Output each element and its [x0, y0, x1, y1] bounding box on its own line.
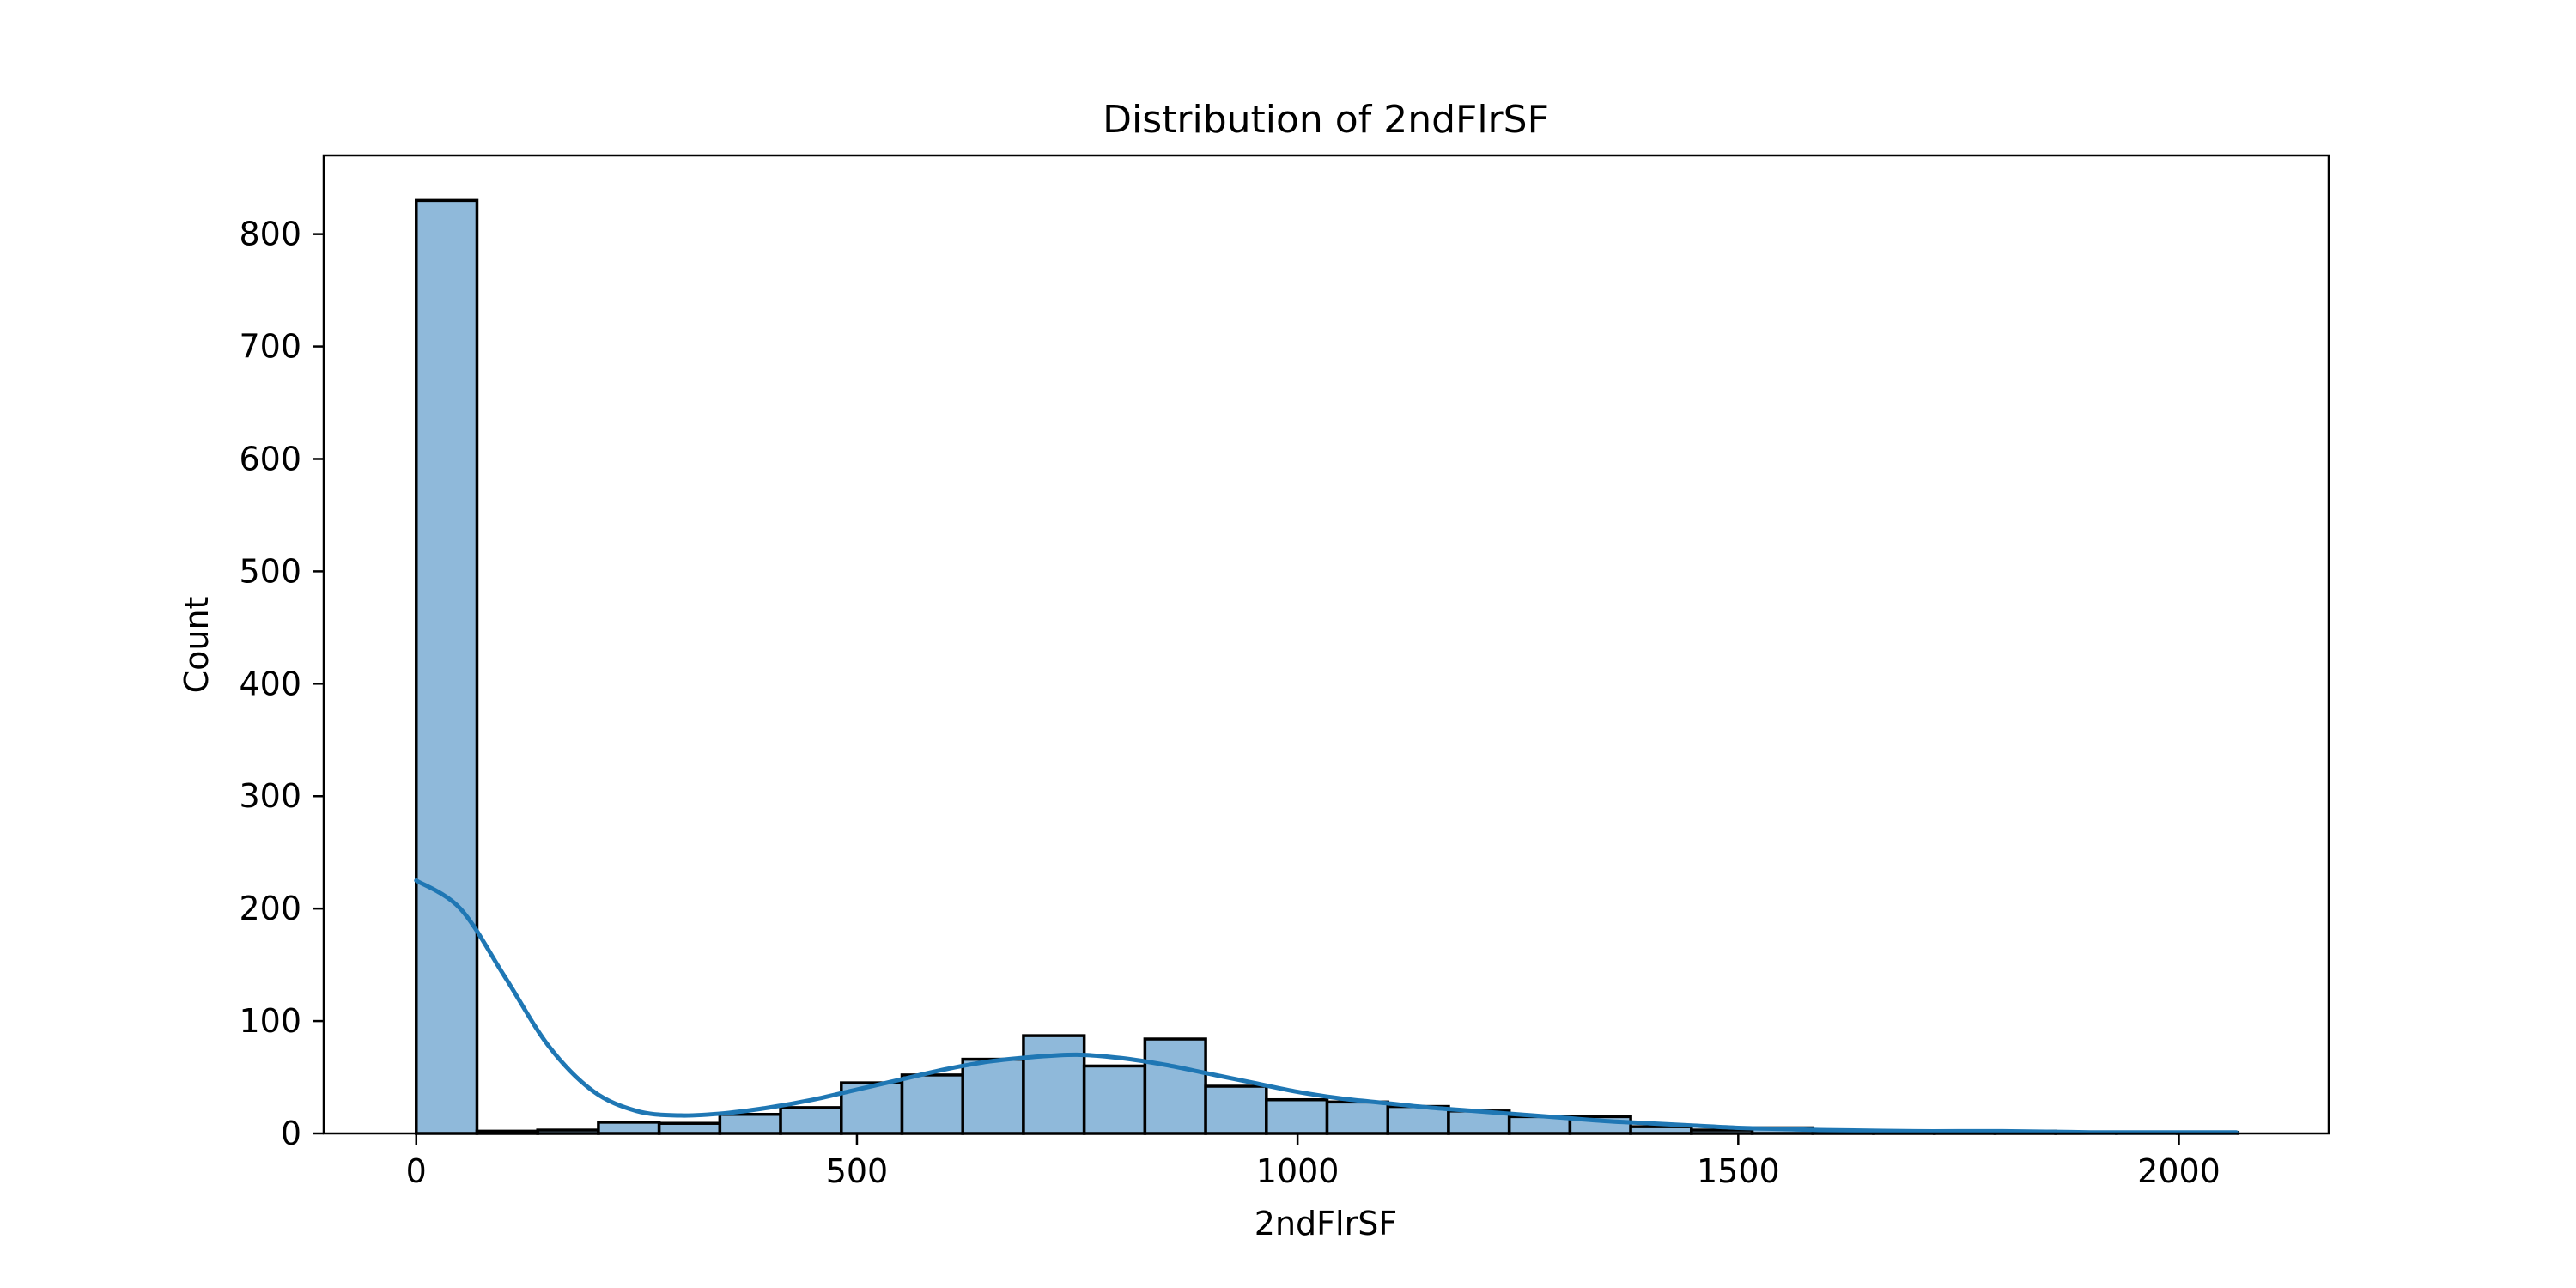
kde-curve: [414, 878, 2239, 1135]
y-tick-label: 600: [239, 440, 301, 477]
y-tick-label: 0: [281, 1115, 301, 1152]
y-tick-label: 100: [239, 1002, 301, 1040]
histogram-bar: [597, 1121, 661, 1135]
x-tick-label: 0: [406, 1152, 427, 1190]
histogram-bar: [900, 1073, 964, 1135]
y-tick-label: 800: [239, 216, 301, 253]
histogram-bar: [779, 1106, 843, 1135]
axes-frame: [322, 154, 2330, 1135]
histogram-bar: [718, 1112, 782, 1135]
histogram-bar: [1022, 1034, 1086, 1135]
histogram-bar: [415, 198, 479, 1135]
y-tick-label: 500: [239, 552, 301, 590]
y-tick-label: 200: [239, 890, 301, 927]
histogram-bar: [1082, 1064, 1147, 1135]
chart-title: Distribution of 2ndFlrSF: [1103, 98, 1549, 142]
y-tick-label: 400: [239, 665, 301, 702]
y-tick-label: 300: [239, 777, 301, 815]
histogram-bar: [1265, 1097, 1329, 1135]
y-axis-label: Count: [178, 597, 216, 694]
x-tick-label: 1500: [1697, 1152, 1780, 1190]
histogram-bar: [657, 1121, 722, 1135]
x-tick-label: 500: [826, 1152, 889, 1190]
y-axis-ticks: 0 100 200 300 400 500 600 700 800: [239, 216, 324, 1152]
histogram-bar: [1325, 1100, 1389, 1135]
histogram-bar: [1143, 1037, 1207, 1135]
x-tick-label: 2000: [2137, 1152, 2221, 1190]
histogram-bars: [415, 198, 2240, 1135]
histogram-bar: [961, 1057, 1025, 1135]
histogram-bar: [1204, 1084, 1268, 1135]
y-tick-label: 700: [239, 328, 301, 366]
x-axis-label: 2ndFlrSF: [1255, 1205, 1397, 1242]
x-tick-label: 1000: [1256, 1152, 1340, 1190]
x-axis-ticks: 0 500 1000 1500 2000: [406, 1133, 2221, 1190]
